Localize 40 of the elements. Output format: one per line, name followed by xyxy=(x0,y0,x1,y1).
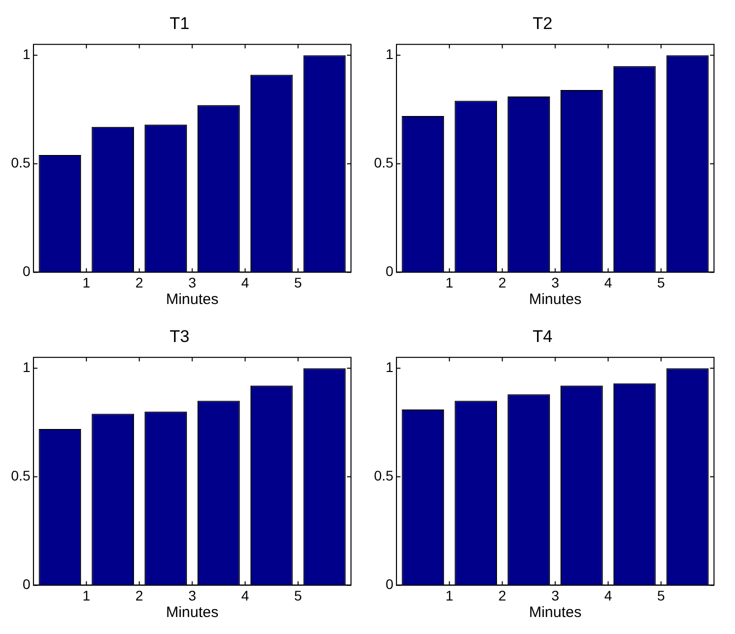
x-tick-label: 4 xyxy=(604,587,612,604)
x-axis-title: Minutes xyxy=(528,291,582,308)
x-tick-label: 1 xyxy=(445,274,454,290)
x-tick-label: 1 xyxy=(82,587,90,604)
x-tick-label: 4 xyxy=(604,274,612,290)
x-axis-title: Minutes xyxy=(166,291,218,308)
x-tick-label: 2 xyxy=(135,274,144,290)
x-tick-label: 4 xyxy=(241,587,250,604)
y-tick-label: 1 xyxy=(386,359,394,376)
chart-title: T2 xyxy=(532,14,552,33)
y-tick-label: 0.5 xyxy=(10,468,31,484)
y-tick-label: 0 xyxy=(22,576,31,592)
y-tick-label: 1 xyxy=(22,359,31,376)
y-tick-label: 0.5 xyxy=(374,154,394,171)
x-tick-label: 1 xyxy=(445,587,454,604)
x-tick-label: 4 xyxy=(241,274,250,290)
x-tick-label: 3 xyxy=(188,274,196,290)
x-axis-title: Minutes xyxy=(166,604,218,622)
y-tick-label: 1 xyxy=(22,46,31,62)
x-tick-label: 3 xyxy=(551,274,560,290)
x-tick-label: 5 xyxy=(294,587,302,604)
x-tick-label: 5 xyxy=(294,274,302,290)
x-tick-label: 5 xyxy=(657,274,666,290)
y-tick-label: 1 xyxy=(386,46,394,62)
chart-title: T3 xyxy=(170,326,190,346)
x-tick-label: 3 xyxy=(188,587,196,604)
y-tick-label: 0.5 xyxy=(374,468,394,484)
x-tick-label: 1 xyxy=(82,274,90,290)
x-tick-label: 2 xyxy=(498,274,506,290)
y-tick-label: 0 xyxy=(386,263,394,280)
y-tick-label: 0 xyxy=(22,263,31,280)
chart-title: T4 xyxy=(532,326,552,346)
chart-title: T1 xyxy=(170,14,190,33)
x-tick-label: 2 xyxy=(498,587,506,604)
x-axis-title: Minutes xyxy=(528,604,582,622)
x-tick-label: 2 xyxy=(135,587,144,604)
x-tick-label: 3 xyxy=(551,587,560,604)
y-tick-label: 0 xyxy=(386,576,394,592)
y-tick-label: 0.5 xyxy=(10,154,31,171)
x-tick-label: 5 xyxy=(657,587,666,604)
